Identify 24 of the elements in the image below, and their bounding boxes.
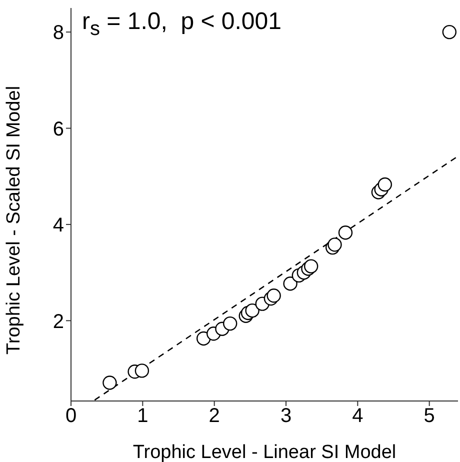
y-tick-label: 4 — [52, 214, 64, 237]
y-tick-label: 6 — [52, 118, 64, 140]
x-tick-label: 1 — [137, 405, 148, 428]
point — [223, 316, 238, 331]
x-tick-label: 5 — [424, 405, 435, 428]
y-tick-label: 2 — [52, 310, 64, 333]
point — [266, 288, 281, 303]
y-axis-title: Trophic Level - Scaled SI Model — [4, 86, 25, 354]
point — [304, 259, 318, 274]
point — [378, 177, 392, 192]
x-tick-label: 2 — [208, 405, 220, 428]
x-axis-title: Trophic Level - Linear SI Model — [132, 442, 396, 462]
point — [283, 276, 298, 291]
x-tick-label: 3 — [280, 405, 292, 428]
point — [328, 238, 342, 252]
point — [338, 226, 353, 240]
x-tick-label: 0 — [65, 405, 77, 428]
annotation: r$_{s}$ = 1.0, p < 0.001 — [82, 8, 282, 41]
x-tick-label: 4 — [352, 405, 364, 428]
y-tick-label: 8 — [52, 22, 64, 44]
point — [134, 364, 150, 378]
point — [102, 376, 117, 390]
point — [442, 24, 456, 40]
point — [245, 303, 260, 318]
